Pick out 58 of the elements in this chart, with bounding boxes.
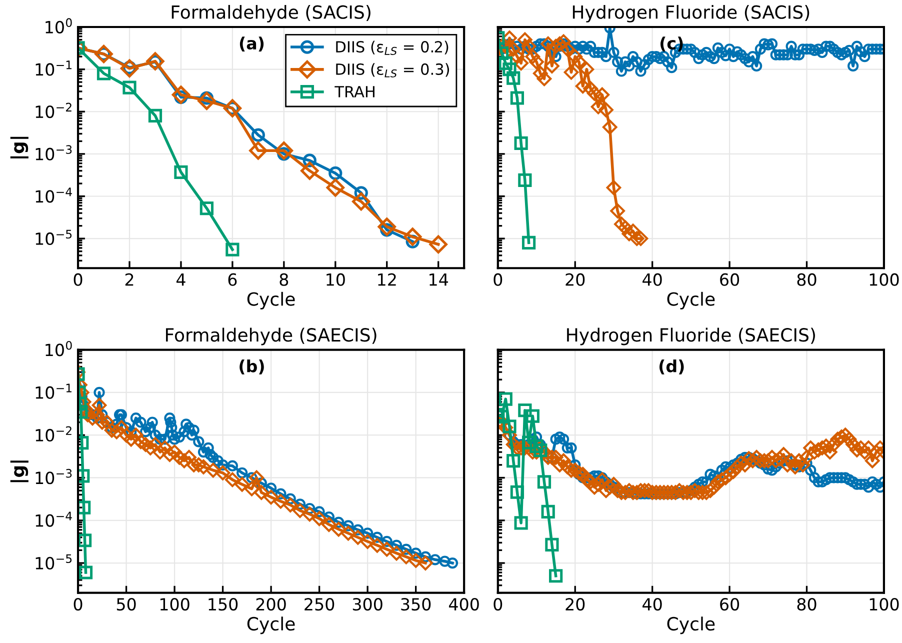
annotation: (a) (240, 36, 264, 52)
x-tick-label: 400 (448, 598, 479, 611)
chart-title: Hydrogen Fluoride (SAECIS) (567, 328, 815, 346)
x-tick-label: 80 (797, 273, 816, 286)
x-tick-label: 2 (125, 273, 134, 286)
y-tick-label: 10$^{−1}$ (36, 384, 72, 399)
x-tick-label: 350 (401, 598, 431, 611)
y-tick-label: 10$^{−5}$ (36, 230, 72, 246)
y-tick-label: 10$^{−5}$ (36, 554, 72, 570)
legend-label: TRAH (334, 86, 374, 98)
chart-title: Formaldehyde (SACIS) (172, 4, 370, 22)
y-tick-label: 10$^{−2}$ (36, 102, 72, 118)
x-tick-label: 20 (566, 598, 585, 611)
x-tick-label: 60 (720, 273, 740, 286)
y-tick-label: 10$^{−4}$ (36, 512, 72, 527)
y-tick-label: 10$^{−1}$ (36, 60, 72, 76)
y-tick-label: 10$^{0}$ (46, 340, 72, 356)
x-tick-label: 100 (160, 598, 190, 611)
x-tick-label: 6 (228, 273, 237, 286)
y-tick-label: 10$^{0}$ (46, 18, 72, 34)
x-axis-title: Cycle (247, 292, 295, 310)
y-tick-label: 10$^{−3}$ (36, 145, 72, 160)
x-tick-label: 0 (74, 273, 82, 286)
x-tick-label: 20 (566, 273, 585, 286)
x-axis-title: Cycle (667, 616, 715, 634)
chart-title: Formaldehyde (SAECIS) (166, 328, 376, 346)
legend-label: DIIS (ε$_{LS}$ = 0.3) (336, 63, 449, 78)
annotation: (c) (660, 36, 683, 52)
x-tick-label: 14 (430, 274, 448, 286)
x-tick-label: 100 (870, 598, 899, 611)
x-tick-label: 200 (256, 598, 286, 611)
annotation: (d) (659, 360, 684, 374)
x-tick-label: 150 (208, 598, 238, 611)
x-tick-label: 4 (176, 274, 186, 286)
x-tick-label: 50 (116, 598, 136, 611)
x-tick-label: 0 (74, 598, 82, 611)
x-tick-label: 40 (642, 598, 662, 611)
legend-label: DIIS (ε$_{LS}$ = 0.2) (336, 40, 448, 56)
annotation: (b) (240, 360, 264, 374)
x-tick-label: 250 (304, 598, 334, 611)
x-tick-label: 12 (378, 273, 396, 286)
x-axis-title: Cycle (667, 292, 715, 310)
x-tick-label: 60 (720, 598, 740, 611)
x-tick-label: 100 (870, 273, 899, 286)
x-tick-label: 80 (797, 598, 816, 611)
x-axis-title: Cycle (247, 616, 295, 634)
y-tick-label: 10$^{−2}$ (36, 426, 72, 442)
chart-title: Hydrogen Fluoride (SACIS) (572, 4, 810, 22)
y-tick-label: 10$^{−4}$ (36, 188, 72, 203)
x-tick-label: 0 (494, 598, 502, 611)
y-tick-label: 10$^{−3}$ (36, 468, 72, 484)
x-tick-label: 40 (642, 273, 662, 286)
x-tick-label: 0 (494, 273, 502, 286)
y-axis-title: |g| (10, 460, 28, 482)
x-tick-label: 8 (280, 273, 288, 286)
y-axis-title: |g| (10, 136, 28, 158)
x-tick-label: 10 (326, 273, 345, 286)
x-tick-label: 300 (352, 598, 382, 611)
